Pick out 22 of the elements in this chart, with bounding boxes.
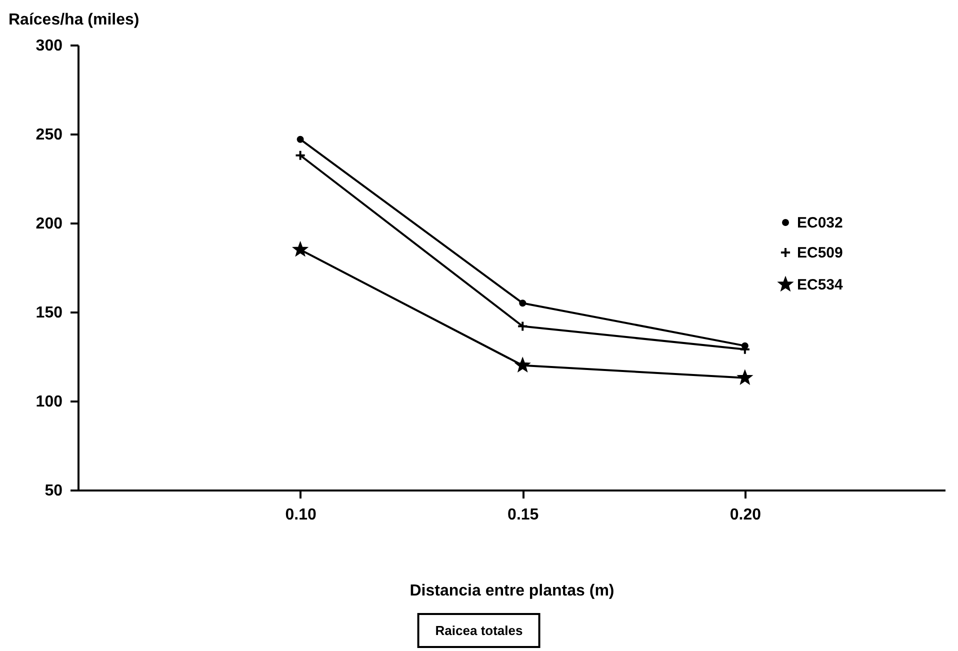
- x-axis-title: Distancia entre plantas (m): [410, 582, 614, 600]
- point: [516, 358, 530, 372]
- y-tick-label: 150: [36, 304, 63, 322]
- point: [738, 370, 752, 384]
- x-tick-label: 0.20: [730, 506, 762, 524]
- legend-label: EC509: [797, 244, 843, 262]
- x-tick-label: 0.10: [285, 506, 316, 524]
- legend-label: EC534: [797, 276, 844, 294]
- point: [517, 320, 528, 332]
- x-tick-label: 0.15: [508, 506, 539, 524]
- text: Raicea totales: [417, 613, 541, 648]
- point: [519, 300, 526, 307]
- y-axis-title: Raíces/ha (miles): [8, 12, 140, 28]
- y-tick-label: 50: [44, 482, 63, 500]
- y-tick-label: 200: [36, 216, 63, 232]
- point: [296, 136, 304, 143]
- legend-label: EC032: [797, 214, 843, 232]
- point: [294, 150, 306, 161]
- point: [294, 242, 307, 256]
- y-tick-label: 250: [36, 126, 63, 144]
- y-tick-label: 100: [36, 394, 63, 410]
- y-tick-label: 300: [36, 38, 63, 54]
